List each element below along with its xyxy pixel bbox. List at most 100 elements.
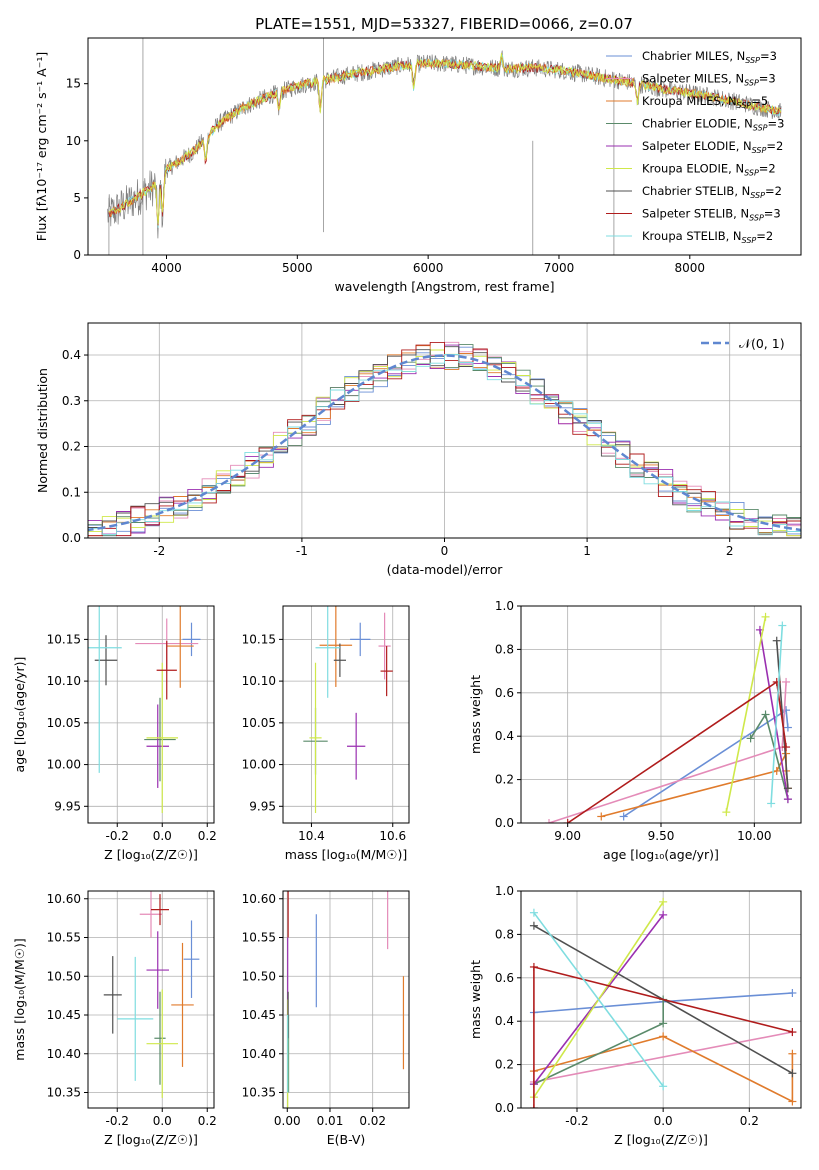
plot-area	[103, 891, 200, 1098]
spectrum-lines	[107, 38, 782, 255]
x-tick-label: 5000	[282, 261, 313, 275]
y-tick-label: 5	[73, 191, 81, 205]
panel-weight_vs_Z: -0.2 0.0 0.2 0.0 0.2 0.4 0.6 0.8 1.0 Z [log₁₀(Z/Z…	[468, 884, 802, 1147]
x-tick-label: 8000	[675, 261, 706, 275]
model-spectrum	[108, 54, 782, 226]
residual-histogram	[88, 349, 801, 537]
y-axis-label: mass [log₁₀(M/M☉)]	[12, 938, 27, 1060]
error-bars	[303, 606, 393, 813]
y-tick-label: 0.0	[495, 816, 514, 830]
x-tick-label: 10.00	[737, 829, 771, 843]
x-tick-label: 9.00	[554, 829, 581, 843]
weight-line	[623, 708, 789, 818]
x-axis-label: (data-model)/error	[387, 562, 504, 577]
x-tick-label: 0.0	[153, 1114, 172, 1128]
plot-area	[529, 897, 797, 1108]
panel-weight_vs_age: 9.00 9.50 10.00 0.0 0.2 0.4 0.6 0.8 1.0 age [log₁…	[468, 599, 802, 862]
plot-area	[287, 891, 405, 1108]
y-tick-label: 1.0	[495, 599, 514, 613]
weight-line	[770, 625, 784, 804]
x-tick-label: 1	[583, 544, 591, 558]
y-tick-label: 10.05	[47, 716, 81, 730]
x-axis-label: mass [log₁₀(M/M☉)]	[285, 847, 407, 862]
weight-line	[548, 681, 787, 823]
axes-frame	[282, 890, 410, 1109]
y-tick-label: 0.2	[495, 773, 514, 787]
y-tick-label: 10.00	[47, 758, 81, 772]
x-axis-label: Z [log₁₀(Z/Z☉)]	[104, 1132, 198, 1147]
x-axis-label: Z [log₁₀(Z/Z☉)]	[614, 1132, 708, 1147]
y-tick-label: 10.10	[47, 674, 81, 688]
y-tick-label: 10.55	[47, 931, 81, 945]
x-axis-label: E(B-V)	[327, 1132, 366, 1147]
y-tick-label: 10.50	[242, 969, 276, 983]
weight-lines	[529, 897, 797, 1108]
axes-frame	[87, 605, 215, 824]
y-tick-label: 0.4	[62, 348, 81, 362]
y-tick-label: 0.4	[495, 729, 514, 743]
y-tick-label: 0.8	[495, 927, 514, 941]
axes-frame	[282, 605, 410, 824]
axes-frame	[87, 890, 215, 1109]
y-tick-label: 0.2	[62, 440, 81, 454]
histograms	[88, 341, 801, 537]
x-tick-label: 10.4	[298, 829, 325, 843]
y-axis-label: mass weight	[468, 960, 483, 1039]
figure-title: PLATE=1551, MJD=53327, FIBERID=0066, z=0…	[255, 15, 633, 33]
legend-entry: Kroupa MILES, NSSP=5	[642, 94, 768, 110]
x-tick-label: -0.2	[106, 829, 129, 843]
panel-mass_vs_Z: -0.2 0.0 0.2 10.35 10.40 10.45 10.50 10.55 10.60…	[12, 890, 217, 1147]
x-tick-label: 7000	[544, 261, 575, 275]
y-tick-label: 10.10	[242, 674, 276, 688]
plot-area	[545, 612, 792, 823]
y-axis-label: Flux [fλ10⁻¹⁷ erg cm⁻² s⁻¹ A⁻¹]	[34, 52, 49, 241]
y-tick-label: 10.45	[242, 1008, 276, 1022]
legend-entry: 𝒩(0, 1)	[739, 336, 785, 351]
weight-line	[533, 912, 664, 1087]
y-tick-label: 10.15	[47, 632, 81, 646]
panel-age_vs_mass: 10.4 10.6 9.95 10.00 10.05 10.10 10.15 mass [lo…	[242, 605, 410, 862]
y-tick-label: 0	[73, 248, 81, 262]
y-tick-label: 10.00	[242, 758, 276, 772]
panel-spectrum: 4000 5000 6000 7000 8000 0 5 10 15 wavelength [An…	[34, 37, 802, 294]
y-tick-label: 10	[66, 134, 81, 148]
y-axis-label: mass weight	[468, 675, 483, 754]
legend-entry: Salpeter ELODIE, NSSP=2	[642, 139, 783, 155]
x-tick-label: -0.2	[106, 1114, 129, 1128]
y-tick-label: 10.35	[242, 1086, 276, 1100]
y-tick-label: 0.6	[495, 686, 514, 700]
x-axis-label: age [log₁₀(age/yr)]	[603, 847, 719, 862]
y-tick-label: 0.2	[495, 1058, 514, 1072]
y-tick-label: 10.55	[242, 931, 276, 945]
y-tick-label: 0.3	[62, 394, 81, 408]
x-tick-label: 0.2	[198, 829, 217, 843]
y-tick-label: 0.0	[62, 531, 81, 545]
plot-area	[303, 606, 393, 813]
x-tick-label: 10.6	[379, 829, 406, 843]
x-tick-label: -0.2	[565, 1114, 588, 1128]
y-tick-label: 10.40	[242, 1047, 276, 1061]
weight-line	[533, 1031, 793, 1083]
x-tick-label: 0.0	[153, 829, 172, 843]
y-tick-label: 10.60	[47, 892, 81, 906]
legend-entry: Salpeter MILES, NSSP=3	[642, 72, 776, 88]
y-tick-label: 10.50	[47, 969, 81, 983]
x-tick-label: -1	[296, 544, 308, 558]
y-tick-label: 10.05	[242, 716, 276, 730]
x-tick-label: 0.0	[654, 1114, 673, 1128]
weight-line	[567, 680, 787, 823]
y-tick-label: 9.95	[54, 799, 81, 813]
error-bars	[287, 891, 405, 1108]
weight-lines	[545, 612, 792, 823]
y-tick-label: 10.60	[242, 892, 276, 906]
plot-area	[107, 38, 782, 255]
y-tick-label: 0.8	[495, 642, 514, 656]
legend-entry: Kroupa ELODIE, NSSP=2	[642, 162, 776, 178]
axes-frame	[520, 890, 802, 1109]
y-tick-label: 1.0	[495, 884, 514, 898]
y-tick-label: 15	[66, 77, 81, 91]
y-tick-label: 0.6	[495, 971, 514, 985]
x-tick-label: 0.01	[317, 1114, 344, 1128]
x-tick-label: -2	[153, 544, 165, 558]
